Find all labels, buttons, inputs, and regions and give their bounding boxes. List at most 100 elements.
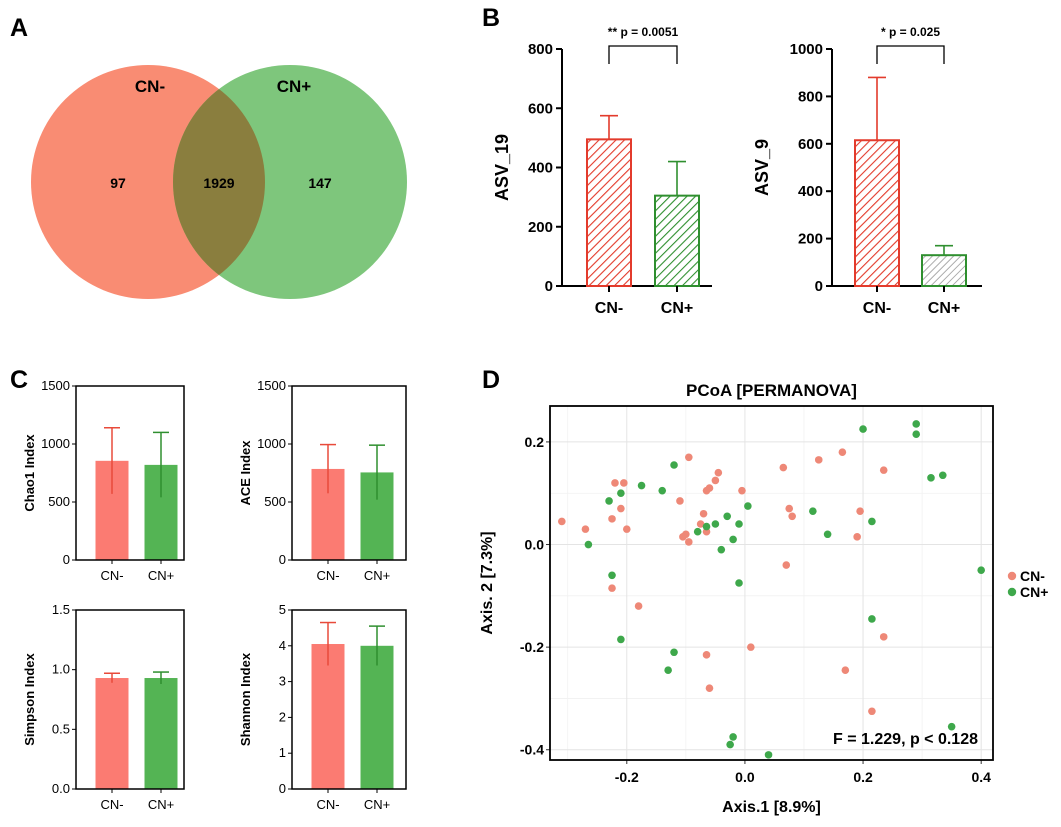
x-tick-label: CN+	[661, 300, 693, 317]
plot-frame	[291, 609, 407, 790]
bar-CN+	[921, 254, 967, 288]
plot-frame	[75, 385, 185, 561]
x-tick-label: CN-	[863, 300, 891, 317]
stat-annotation: F = 1.229, p < 0.128	[833, 731, 978, 748]
scatter-point-CN+	[711, 520, 720, 528]
bar-CN-	[854, 139, 900, 287]
scatter-point-CN+	[723, 512, 731, 521]
scatter-point-CN-	[747, 643, 755, 651]
chart-chao1: CN- CN+ 0 500 1000 1500 Chao1 Index	[22, 378, 185, 583]
y-tick-label: 1.0	[52, 662, 70, 677]
y-tick-label: 1000	[257, 436, 286, 451]
scatter-point-CN-	[702, 651, 711, 659]
scatter-point-CN-	[879, 466, 888, 474]
venn-count-left: 97	[110, 175, 126, 191]
panel-label-c: C	[10, 366, 28, 394]
y-axis-label: Axis. 2 [7.3%]	[479, 531, 496, 634]
scatter-point-CN+	[617, 489, 625, 498]
panel-label-a: A	[10, 14, 28, 42]
significance-label: ** p = 0.0051	[608, 25, 679, 39]
scatter-point-CN-	[788, 512, 796, 521]
scatter-point-CN-	[714, 468, 723, 477]
scatter-point-CN-	[685, 453, 693, 462]
scatter-point-CN+	[617, 635, 625, 644]
scatter-point-CN+	[608, 571, 616, 580]
plot-frame	[549, 405, 994, 761]
significance-bracket	[608, 45, 678, 64]
scatter-point-CN-	[738, 486, 746, 495]
scatter-point-CN+	[977, 566, 985, 574]
bar-CN-	[95, 678, 129, 789]
x-tick-label: CN-	[316, 797, 339, 812]
scatter-point-CN-	[779, 463, 788, 472]
bar-CN+	[654, 194, 700, 287]
scatter-point-CN+	[693, 527, 702, 536]
plot-frame	[291, 385, 407, 561]
scatter-point-CN+	[726, 740, 734, 749]
x-tick-label: 0.4	[971, 769, 991, 785]
scatter-point-CN+	[729, 535, 737, 544]
y-axis-label: ACE Index	[238, 440, 253, 506]
y-tick-label: -0.2	[520, 639, 544, 655]
scatter-point-CN+	[927, 474, 935, 482]
plot-background	[550, 406, 993, 760]
scatter-point-CN-	[622, 525, 631, 533]
y-tick-label: 500	[264, 494, 286, 509]
chart-asv9: 0 200 400 600 800 1000 ASV_9 CN- CN+ * p = 0.025	[752, 25, 982, 317]
x-tick-label: CN-	[316, 568, 339, 583]
scatter-point-CN-	[705, 684, 714, 692]
y-tick-label: 1500	[41, 378, 70, 393]
scatter-point-CN+	[717, 545, 726, 554]
y-tick-label: 200	[528, 219, 553, 236]
y-tick-label: 0	[63, 552, 70, 567]
scatter-point-CN-	[853, 533, 861, 541]
y-tick-label: 1500	[257, 378, 286, 393]
y-tick-label: 600	[798, 136, 823, 153]
plot-frame	[75, 609, 185, 790]
scatter-point-CN-	[841, 666, 850, 675]
scatter-point-CN+	[912, 420, 921, 428]
scatter-point-CN-	[581, 525, 590, 533]
scatter-point-CN-	[879, 633, 888, 641]
y-tick-label: 1000	[790, 41, 823, 58]
scatter-point-CN-	[868, 707, 876, 716]
scatter-point-CN-	[558, 517, 566, 526]
y-tick-label: 0.0	[52, 781, 70, 796]
scatter-point-CN-	[617, 504, 625, 513]
chart-shannon: CN- CN+ 0 1 2 3 4 5 Shannon Index	[238, 602, 407, 812]
chart-simpson: CN- CN+ 0.0 0.5 1.0 1.5 Simpson Index	[22, 602, 185, 812]
y-axis-label: ASV_19	[492, 134, 512, 201]
y-tick-label: 5	[279, 602, 286, 617]
scatter-point-CN-	[856, 507, 864, 515]
bar-CN-	[311, 644, 345, 789]
x-tick-label: CN+	[364, 797, 390, 812]
x-tick-label: CN-	[100, 797, 123, 812]
scatter-point-CN+	[859, 425, 867, 433]
venn-count-intersection: 1929	[203, 175, 234, 191]
legend-label-CN-: CN-	[1020, 568, 1045, 584]
y-tick-label: 0.2	[525, 434, 545, 450]
y-tick-label: 400	[528, 160, 553, 177]
legend-marker-CN+	[1007, 587, 1017, 597]
scatter-point-CN-	[838, 448, 847, 456]
y-tick-label: 0	[545, 278, 553, 295]
chart-title: PCoA [PERMANOVA]	[686, 381, 857, 400]
scatter-point-CN+	[744, 502, 752, 510]
scatter-point-CN-	[608, 515, 616, 523]
scatter-point-CN+	[912, 430, 921, 439]
significance-label: * p = 0.025	[881, 25, 940, 39]
scatter-point-CN-	[782, 561, 791, 569]
x-tick-label: 0.2	[853, 769, 873, 785]
scatter-point-CN-	[699, 509, 708, 518]
scatter-point-CN+	[947, 722, 956, 731]
scatter-point-CN+	[823, 530, 832, 539]
venn-label-right: CN+	[277, 77, 312, 96]
bar-CN+	[360, 645, 394, 789]
scatter-point-CN-	[696, 520, 705, 528]
panel-label-d: D	[482, 366, 500, 394]
scatter-point-CN+	[938, 471, 947, 480]
venn-diagram: CN- CN+ 97 1929 147	[31, 65, 407, 299]
y-tick-label: 0	[279, 552, 286, 567]
scatter-point-CN+	[664, 666, 672, 675]
scatter-point-CN-	[620, 479, 628, 487]
